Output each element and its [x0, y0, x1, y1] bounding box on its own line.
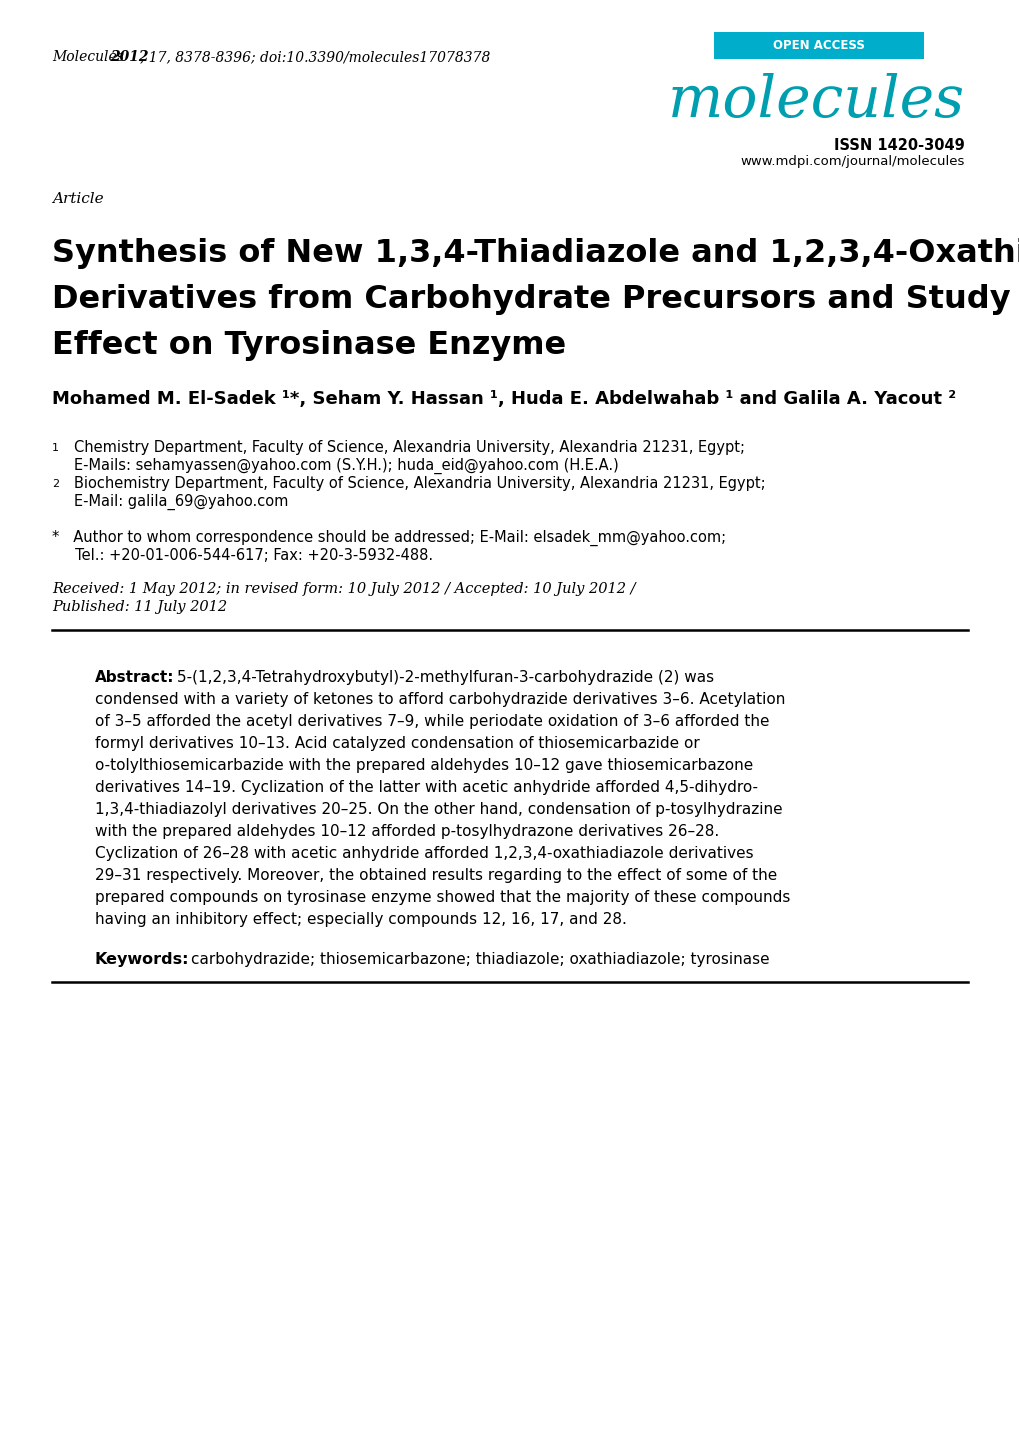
Text: Chemistry Department, Faculty of Science, Alexandria University, Alexandria 2123: Chemistry Department, Faculty of Science… — [74, 440, 744, 456]
Text: Published: 11 July 2012: Published: 11 July 2012 — [52, 600, 227, 614]
Text: Tel.: +20-01-006-544-617; Fax: +20-3-5932-488.: Tel.: +20-01-006-544-617; Fax: +20-3-593… — [52, 548, 433, 562]
Text: *   Author to whom correspondence should be addressed; E-Mail: elsadek_mm@yahoo.: * Author to whom correspondence should b… — [52, 531, 726, 547]
Text: Biochemistry Department, Faculty of Science, Alexandria University, Alexandria 2: Biochemistry Department, Faculty of Scie… — [74, 476, 765, 490]
Text: o-tolylthiosemicarbazide with the prepared aldehydes 10–12 gave thiosemicarbazon: o-tolylthiosemicarbazide with the prepar… — [95, 758, 752, 773]
Text: Keywords:: Keywords: — [95, 952, 190, 968]
Text: www.mdpi.com/journal/molecules: www.mdpi.com/journal/molecules — [740, 154, 964, 169]
Text: Molecules: Molecules — [52, 50, 123, 63]
Text: having an inhibitory effect; especially compounds 12, 16, 17, and 28.: having an inhibitory effect; especially … — [95, 911, 627, 927]
Text: Abstract:: Abstract: — [95, 671, 174, 685]
Text: ISSN 1420-3049: ISSN 1420-3049 — [834, 138, 964, 153]
Text: Cyclization of 26–28 with acetic anhydride afforded 1,2,3,4-oxathiadiazole deriv: Cyclization of 26–28 with acetic anhydri… — [95, 846, 753, 861]
Text: 2: 2 — [52, 479, 59, 489]
Text: Received: 1 May 2012; in revised form: 10 July 2012 / Accepted: 10 July 2012 /: Received: 1 May 2012; in revised form: 1… — [52, 583, 635, 596]
Text: 1,3,4-thiadiazolyl derivatives 20–25. On the other hand, condensation of p-tosyl: 1,3,4-thiadiazolyl derivatives 20–25. On… — [95, 802, 782, 818]
Text: OPEN ACCESS: OPEN ACCESS — [772, 39, 864, 52]
Text: 1: 1 — [52, 443, 59, 453]
Text: Synthesis of New 1,3,4-Thiadiazole and 1,2,3,4-Oxathiadiazole: Synthesis of New 1,3,4-Thiadiazole and 1… — [52, 238, 1019, 270]
Text: 5-(1,2,3,4-Tetrahydroxybutyl)-2-methylfuran-3-carbohydrazide (2) was: 5-(1,2,3,4-Tetrahydroxybutyl)-2-methylfu… — [177, 671, 713, 685]
Text: Effect on Tyrosinase Enzyme: Effect on Tyrosinase Enzyme — [52, 330, 566, 360]
Text: Mohamed M. El-Sadek ¹*, Seham Y. Hassan ¹, Huda E. Abdelwahab ¹ and Galila A. Ya: Mohamed M. El-Sadek ¹*, Seham Y. Hassan … — [52, 389, 955, 408]
FancyBboxPatch shape — [713, 32, 923, 59]
Text: prepared compounds on tyrosinase enzyme showed that the majority of these compou: prepared compounds on tyrosinase enzyme … — [95, 890, 790, 906]
Text: derivatives 14–19. Cyclization of the latter with acetic anhydride afforded 4,5-: derivatives 14–19. Cyclization of the la… — [95, 780, 757, 795]
Text: Derivatives from Carbohydrate Precursors and Study of Their: Derivatives from Carbohydrate Precursors… — [52, 284, 1019, 314]
Text: , 17, 8378-8396; doi:10.3390/molecules17078378: , 17, 8378-8396; doi:10.3390/molecules17… — [140, 50, 490, 63]
Text: E-Mail: galila_69@yahoo.com: E-Mail: galila_69@yahoo.com — [74, 495, 288, 510]
Text: carbohydrazide; thiosemicarbazone; thiadiazole; oxathiadiazole; tyrosinase: carbohydrazide; thiosemicarbazone; thiad… — [191, 952, 769, 968]
Text: E-Mails: sehamyassen@yahoo.com (S.Y.H.); huda_eid@yahoo.com (H.E.A.): E-Mails: sehamyassen@yahoo.com (S.Y.H.);… — [74, 459, 619, 474]
Text: 2012: 2012 — [110, 50, 149, 63]
Text: with the prepared aldehydes 10–12 afforded p-tosylhydrazone derivatives 26–28.: with the prepared aldehydes 10–12 afford… — [95, 823, 718, 839]
Text: molecules: molecules — [667, 74, 964, 130]
Text: of 3–5 afforded the acetyl derivatives 7–9, while periodate oxidation of 3–6 aff: of 3–5 afforded the acetyl derivatives 7… — [95, 714, 768, 730]
Text: formyl derivatives 10–13. Acid catalyzed condensation of thiosemicarbazide or: formyl derivatives 10–13. Acid catalyzed… — [95, 735, 699, 751]
Text: Article: Article — [52, 192, 104, 206]
Text: 29–31 respectively. Moreover, the obtained results regarding to the effect of so: 29–31 respectively. Moreover, the obtain… — [95, 868, 776, 883]
Text: condensed with a variety of ketones to afford carbohydrazide derivatives 3–6. Ac: condensed with a variety of ketones to a… — [95, 692, 785, 707]
